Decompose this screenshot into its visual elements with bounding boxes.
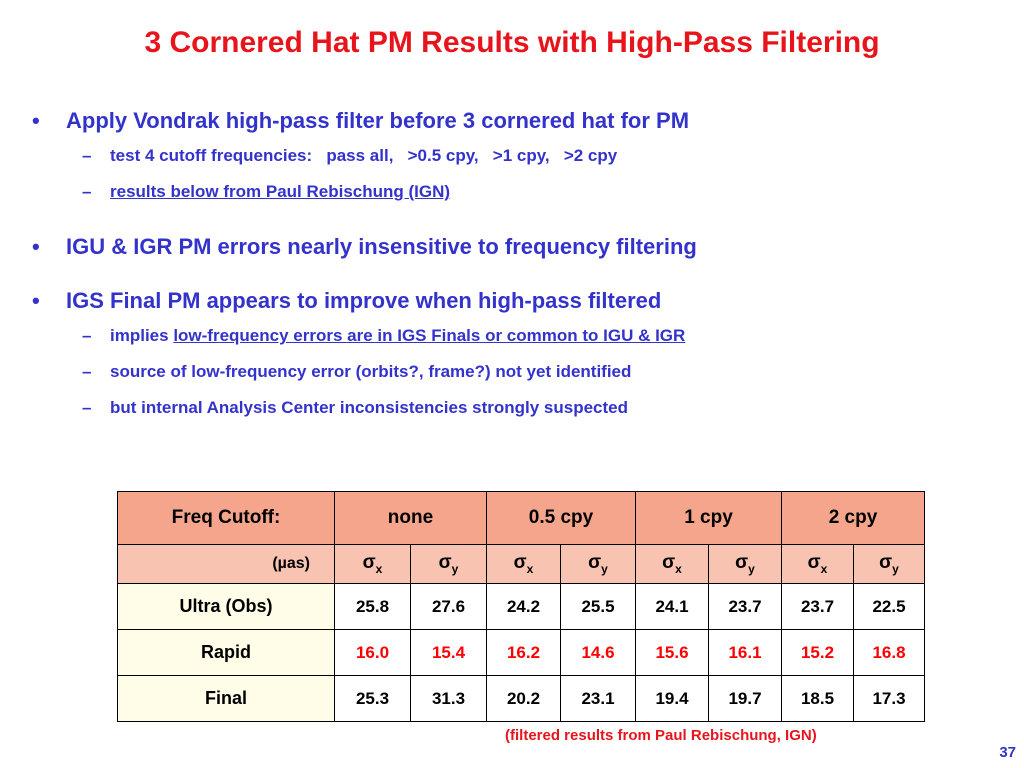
data-cell: 25.5: [560, 583, 636, 630]
data-cell: 16.0: [334, 629, 411, 676]
data-cell: 25.3: [334, 675, 411, 722]
header-cell: 0.5 cpy: [486, 491, 636, 545]
title: 3 Cornered Hat PM Results with High-Pass…: [144, 26, 880, 59]
text-run: source of low-frequency error (orbits?, …: [110, 362, 632, 381]
symbol: σ: [588, 552, 602, 574]
subheader-cell: σy: [410, 544, 487, 584]
sub-bullet: test 4 cutoff frequencies: pass all, >0.…: [30, 138, 1010, 174]
data-cell: 16.1: [708, 629, 782, 676]
page-number: 37: [999, 744, 1016, 761]
header-cell: 2 cpy: [781, 491, 925, 545]
data-cell: 19.7: [708, 675, 782, 722]
text-run: but internal Analysis Center inconsisten…: [110, 398, 629, 417]
data-cell: 16.8: [853, 629, 925, 676]
data-cell: 27.6: [410, 583, 487, 630]
symbol: σ: [438, 552, 452, 574]
data-cell: 24.1: [635, 583, 709, 630]
data-cell: 23.1: [560, 675, 636, 722]
subscript: y: [601, 561, 608, 576]
bullet: IGU & IGR PM errors nearly insensitive t…: [30, 230, 1010, 264]
data-cell: 18.5: [781, 675, 854, 722]
footnote: (filtered results from Paul Rebischung, …: [505, 727, 817, 744]
data-row: Ultra (Obs) 25.8 27.6 24.2 25.5 24.1 23.7 23.7 2…: [117, 583, 925, 630]
subheader-cell: σy: [560, 544, 636, 584]
data-cell: 22.5: [853, 583, 925, 630]
data-cell: 17.3: [853, 675, 925, 722]
row-label: Ultra (Obs): [117, 583, 335, 630]
data-cell: 23.7: [781, 583, 854, 630]
sub-bullet: implies low-frequency errors are in IGS …: [30, 318, 1010, 354]
subheader-cell: σx: [781, 544, 854, 584]
sub-bullet: source of low-frequency error (orbits?, …: [30, 354, 1010, 390]
data-cell: 15.2: [781, 629, 854, 676]
data-row: Final 25.3 31.3 20.2 23.1 19.4 19.7 18.5 17.3: [117, 675, 925, 722]
text-run: implies: [110, 326, 174, 345]
sub-bullet: but internal Analysis Center inconsisten…: [30, 390, 1010, 426]
subheader-cell: σy: [853, 544, 925, 584]
symbol: σ: [362, 552, 376, 574]
bullet-list: Apply Vondrak high-pass filter before 3 …: [30, 104, 1010, 426]
text-run: test 4 cutoff frequencies: pass all, >0.…: [110, 146, 618, 165]
data-cell: 31.3: [410, 675, 487, 722]
results-table: Freq Cutoff: none 0.5 cpy 1 cpy 2 cpy (µas) σx…: [117, 491, 925, 722]
subscript: y: [748, 561, 755, 576]
subscript: x: [675, 561, 682, 576]
data-cell: 16.2: [486, 629, 561, 676]
data-row: Rapid 16.0 15.4 16.2 14.6 15.6 16.1 15.2 16.8: [117, 629, 925, 676]
data-cell: 23.7: [708, 583, 782, 630]
symbol: σ: [662, 552, 676, 574]
subheader-cell: σx: [486, 544, 561, 584]
header-cell: 1 cpy: [635, 491, 782, 545]
data-cell: 15.6: [635, 629, 709, 676]
data-cell: 19.4: [635, 675, 709, 722]
symbol: σ: [807, 552, 821, 574]
symbol: σ: [879, 552, 893, 574]
subscript: x: [820, 561, 828, 576]
data-cell: 14.6: [560, 629, 636, 676]
text-run: low-frequency errors are in IGS Finals o…: [173, 326, 686, 345]
symbol: σ: [513, 552, 527, 574]
subheader-row: (µas) σx σy σx σy σx σy σx σy: [117, 544, 925, 584]
header-cell: none: [334, 491, 487, 545]
data-cell: 25.8: [334, 583, 411, 630]
header-cell: Freq Cutoff:: [117, 491, 335, 545]
data-cell: 20.2: [486, 675, 561, 722]
data-cell: 15.4: [410, 629, 487, 676]
text-run: results below from Paul Rebischung (IGN): [110, 182, 451, 201]
bullet: Apply Vondrak high-pass filter before 3 …: [30, 104, 1010, 138]
symbol: σ: [735, 552, 749, 574]
subscript: y: [451, 561, 459, 576]
row-label: Rapid: [117, 629, 335, 676]
subheader-cell: σx: [334, 544, 411, 584]
bullet: IGS Final PM appears to improve when hig…: [30, 284, 1010, 318]
sub-bullet: results below from Paul Rebischung (IGN): [30, 174, 1010, 210]
header-row: Freq Cutoff: none 0.5 cpy 1 cpy 2 cpy: [117, 491, 925, 545]
subscript: y: [892, 561, 899, 576]
subheader-cell: σx: [635, 544, 709, 584]
subscript: x: [375, 561, 383, 576]
row-label: Final: [117, 675, 335, 722]
unit-cell: (µas): [117, 544, 335, 584]
subheader-cell: σy: [708, 544, 782, 584]
subscript: x: [526, 561, 534, 576]
data-cell: 24.2: [486, 583, 561, 630]
